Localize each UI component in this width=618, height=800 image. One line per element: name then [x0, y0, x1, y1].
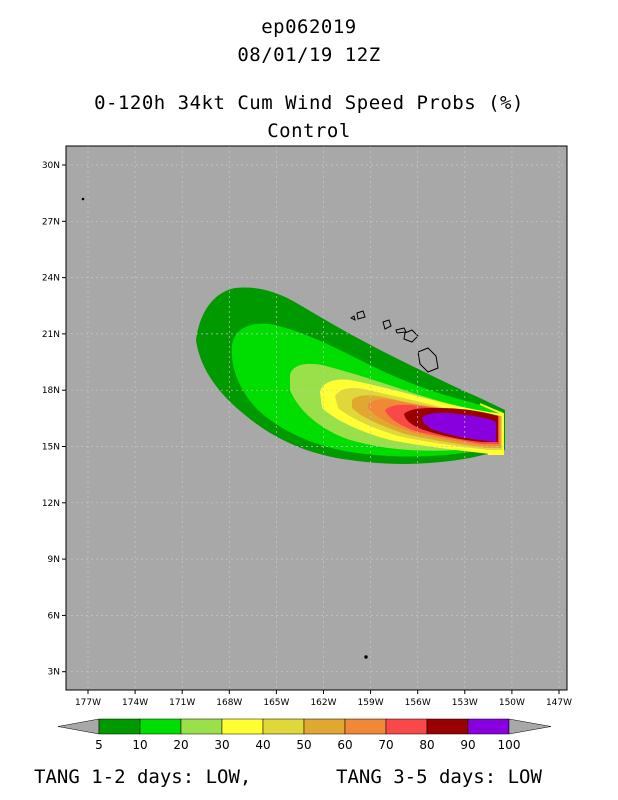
colorbar-swatch: [262, 718, 305, 735]
lon-label: 174W: [122, 698, 148, 708]
latitude-axis: 30N 27N 24N 21N 18N 15N 12N 9N 6N 3N: [42, 161, 66, 678]
island-big-island: [417, 347, 439, 373]
storm-id: ep062019: [261, 16, 357, 38]
lat-label: 27N: [42, 217, 60, 227]
lat-label: 30N: [42, 161, 60, 171]
colorbar-swatch: [426, 718, 469, 735]
product-title: 0-120h 34kt Cum Wind Speed Probs (%): [94, 92, 524, 114]
lat-label: 15N: [42, 443, 60, 453]
contour-edge-outline: [479, 403, 504, 455]
lat-label: 6N: [48, 611, 60, 621]
island-maui: [403, 329, 419, 343]
lon-label: 171W: [169, 698, 195, 708]
map-frame: [65, 145, 568, 691]
lon-label: 147W: [546, 698, 572, 708]
map-gridlines: [66, 146, 567, 690]
island-speck-south: [364, 655, 368, 659]
island-oahu: [382, 319, 392, 330]
lat-label: 24N: [42, 274, 60, 284]
colorbar-swatch: [467, 718, 510, 735]
lat-label: 18N: [42, 386, 60, 396]
colorbar-label: 70: [378, 738, 393, 752]
colorbar-label: 5: [95, 738, 103, 752]
hawaii-islands: [81, 197, 439, 659]
colorbar-swatch: [344, 718, 387, 735]
lon-label: 168W: [216, 698, 242, 708]
lat-label: 3N: [48, 668, 60, 678]
lon-label: 156W: [405, 698, 431, 708]
colorbar-label: 60: [337, 738, 352, 752]
lon-label: 153W: [452, 698, 478, 708]
colorbar-label: 90: [460, 738, 475, 752]
tang-1-2-days: TANG 1-2 days: LOW,: [34, 766, 252, 788]
lat-label: 21N: [42, 330, 60, 340]
colorbar-swatch: [221, 718, 264, 735]
colorbar-label: 100: [498, 738, 521, 752]
colorbar-label: 10: [132, 738, 147, 752]
contour-90: [422, 412, 496, 442]
lon-label: 159W: [358, 698, 384, 708]
colorbar-swatch: [180, 718, 223, 735]
colorbar-swatch: [98, 718, 141, 735]
colorbar-label: 40: [255, 738, 270, 752]
colorbar-swatch: [385, 718, 428, 735]
colorbar-label: 80: [419, 738, 434, 752]
colorbar-under-arrow: [57, 718, 100, 735]
colorbar-label: 30: [214, 738, 229, 752]
lat-label: 12N: [42, 499, 60, 509]
colorbar-over-arrow: [508, 718, 552, 735]
colorbar-label: 50: [296, 738, 311, 752]
colorbar-label: 20: [173, 738, 188, 752]
island-speck-north: [81, 197, 85, 201]
lat-label: 9N: [48, 555, 60, 565]
island-molokai: [395, 327, 407, 334]
run-label: Control: [267, 120, 351, 142]
colorbar: 5 10 20 30 40 50 60 70 80 90 100: [57, 718, 552, 752]
island-kauai: [356, 310, 366, 320]
forecast-datetime: 08/01/19 12Z: [237, 44, 381, 66]
island-niihau: [350, 315, 356, 321]
colorbar-swatch: [303, 718, 346, 735]
longitude-axis: 177W 174W 171W 168W 165W 162W 159W 156W 153W 150W…: [75, 690, 572, 708]
lon-label: 165W: [263, 698, 289, 708]
lon-label: 177W: [75, 698, 101, 708]
lon-label: 150W: [499, 698, 525, 708]
tang-3-5-days: TANG 3-5 days: LOW: [336, 766, 542, 788]
lon-label: 162W: [310, 698, 336, 708]
colorbar-swatch: [139, 718, 182, 735]
